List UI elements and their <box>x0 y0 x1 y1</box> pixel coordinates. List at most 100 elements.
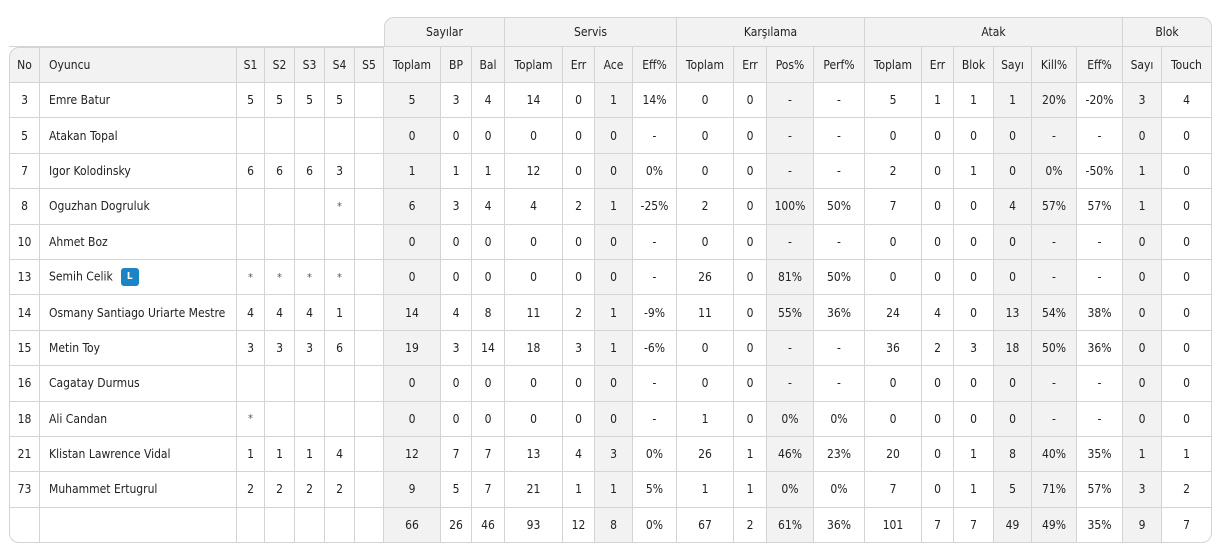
column-header-points-bp[interactable]: BP <box>441 47 472 83</box>
cell-attack-kill: 54% <box>1032 295 1077 331</box>
player-name[interactable]: Muhammet Ertugrul <box>49 482 158 497</box>
totals-empty-cell <box>40 507 237 544</box>
cell-attack-total: 0 <box>865 224 922 260</box>
cell-serve-ace: 0 <box>595 259 633 296</box>
cell-player[interactable]: Atakan Topal <box>40 118 237 154</box>
column-header-reception-err[interactable]: Err <box>734 47 767 83</box>
column-header-attack-total[interactable]: Toplam <box>865 47 922 83</box>
column-header-attack-eff[interactable]: Eff% <box>1077 47 1123 83</box>
column-header-s2[interactable]: S2 <box>265 47 295 83</box>
cell-s5 <box>355 295 384 331</box>
cell-points-total: 0 <box>384 366 441 402</box>
cell-reception-err: 0 <box>734 118 767 154</box>
column-header-no[interactable]: No <box>9 47 40 83</box>
column-header-serve-ace[interactable]: Ace <box>595 47 633 83</box>
column-header-attack-err[interactable]: Err <box>922 47 954 83</box>
cell-reception-total: 0 <box>677 330 734 367</box>
column-header-block-points[interactable]: Sayı <box>1123 47 1162 83</box>
cell-points-bal: 14 <box>472 330 505 367</box>
group-header-servis: Servis <box>505 17 677 47</box>
column-header-serve-eff[interactable]: Eff% <box>633 47 677 83</box>
column-header-s4[interactable]: S4 <box>325 47 355 83</box>
cell-points-bp: 4 <box>441 295 472 331</box>
cell-player[interactable]: Osmany Santiago Uriarte Mestre <box>40 295 237 331</box>
cell-block-touch: 0 <box>1162 189 1212 225</box>
player-name[interactable]: Metin Toy <box>49 340 101 355</box>
cell-s3: 2 <box>295 472 325 508</box>
column-header-reception-total[interactable]: Toplam <box>677 47 734 83</box>
table-row: 3 Emre Batur 5 5 5 5 5 3 4 14 0 1 14% 0 0- -5 1 1 1 20% -20%… <box>9 83 1212 119</box>
cell-serve-err: 0 <box>563 259 595 296</box>
cell-reception-total: 0 <box>677 83 734 119</box>
player-name[interactable]: Oguzhan Dogruluk <box>49 199 150 214</box>
cell-player[interactable]: Cagatay Durmus <box>40 366 237 402</box>
cell-no: 13 <box>9 259 40 296</box>
cell-player[interactable]: Ali Candan <box>40 401 237 437</box>
player-name[interactable]: Ali Candan <box>49 411 108 426</box>
column-header-reception-perf[interactable]: Perf% <box>814 47 865 83</box>
player-name[interactable]: Emre Batur <box>49 93 111 108</box>
cell-no: 15 <box>9 330 40 367</box>
cell-attack-kill: 0% <box>1032 153 1077 190</box>
cell-serve-total: 0 <box>505 401 563 437</box>
cell-reception-perf: 0% <box>814 472 865 508</box>
player-name[interactable]: Klistan Lawrence Vidal <box>49 447 171 462</box>
cell-player[interactable]: Muhammet Ertugrul <box>40 472 237 508</box>
cell-player[interactable]: Semih Celik L <box>40 259 237 296</box>
column-header-serve-total[interactable]: Toplam <box>505 47 563 83</box>
cell-serve-err: 2 <box>563 295 595 331</box>
column-header-serve-err[interactable]: Err <box>563 47 595 83</box>
total-points-total: 66 <box>384 507 441 544</box>
cell-s3: 6 <box>295 153 325 190</box>
column-header-reception-pos[interactable]: Pos% <box>767 47 814 83</box>
cell-player[interactable]: Metin Toy <box>40 330 237 367</box>
totals-empty-cell <box>9 507 40 544</box>
column-header-s3[interactable]: S3 <box>295 47 325 83</box>
column-header-attack-points[interactable]: Sayı <box>994 47 1032 83</box>
player-name[interactable]: Semih Celik <box>49 269 113 284</box>
cell-block-touch: 0 <box>1162 224 1212 260</box>
cell-serve-ace: 0 <box>595 153 633 190</box>
cell-player[interactable]: Ahmet Boz <box>40 224 237 260</box>
cell-s1: 5 <box>237 83 265 119</box>
player-name[interactable]: Osmany Santiago Uriarte Mestre <box>49 305 226 320</box>
cell-reception-total: 0 <box>677 224 734 260</box>
cell-reception-perf: 50% <box>814 259 865 296</box>
player-name[interactable]: Ahmet Boz <box>49 234 108 249</box>
column-header-player[interactable]: Oyuncu <box>40 47 237 83</box>
column-header-points-bal[interactable]: Bal <box>472 47 505 83</box>
cell-player[interactable]: Emre Batur <box>40 83 237 119</box>
column-header-attack-kill[interactable]: Kill% <box>1032 47 1077 83</box>
cell-block-points: 0 <box>1123 224 1162 260</box>
cell-s5 <box>355 401 384 437</box>
cell-attack-total: 0 <box>865 118 922 154</box>
column-header-block-touch[interactable]: Touch <box>1162 47 1212 83</box>
total-attack-kill: 49% <box>1032 507 1077 544</box>
cell-points-bal: 0 <box>472 118 505 154</box>
cell-attack-err: 0 <box>922 189 954 225</box>
cell-attack-eff: -50% <box>1077 153 1123 190</box>
player-name[interactable]: Cagatay Durmus <box>49 376 140 391</box>
cell-reception-pos: 46% <box>767 436 814 473</box>
cell-attack-err: 0 <box>922 259 954 296</box>
cell-attack-points: 0 <box>994 401 1032 437</box>
cell-s5 <box>355 436 384 473</box>
cell-reception-perf: - <box>814 153 865 190</box>
player-name[interactable]: Atakan Topal <box>49 128 118 143</box>
player-name[interactable]: Igor Kolodinsky <box>49 163 131 178</box>
column-header-attack-blocked[interactable]: Blok <box>954 47 994 83</box>
column-header-s5[interactable]: S5 <box>355 47 384 83</box>
cell-player[interactable]: Klistan Lawrence Vidal <box>40 436 237 473</box>
cell-attack-total: 7 <box>865 189 922 225</box>
cell-player[interactable]: Igor Kolodinsky <box>40 153 237 190</box>
cell-attack-blocked: 1 <box>954 436 994 473</box>
cell-block-points: 0 <box>1123 330 1162 367</box>
cell-attack-points: 18 <box>994 330 1032 367</box>
cell-reception-total: 0 <box>677 118 734 154</box>
total-reception-err: 2 <box>734 507 767 544</box>
table-row: 8 Oguzhan Dogruluk * 6 3 4 4 2 1 -25% 2 0 100% 50% 7 0 0… <box>9 189 1212 225</box>
cell-player[interactable]: Oguzhan Dogruluk <box>40 189 237 225</box>
column-header-s1[interactable]: S1 <box>237 47 265 83</box>
column-header-points-total[interactable]: Toplam <box>384 47 441 83</box>
cell-serve-eff: - <box>633 118 677 154</box>
